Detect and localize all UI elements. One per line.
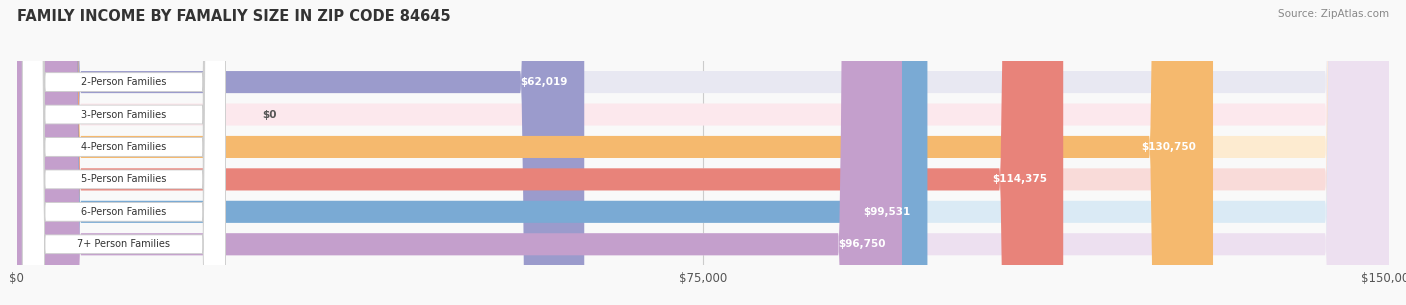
FancyBboxPatch shape — [17, 0, 1389, 305]
Text: 3-Person Families: 3-Person Families — [82, 109, 166, 120]
Text: 4-Person Families: 4-Person Families — [82, 142, 166, 152]
FancyBboxPatch shape — [17, 0, 1389, 305]
FancyBboxPatch shape — [22, 0, 225, 305]
Text: FAMILY INCOME BY FAMALIY SIZE IN ZIP CODE 84645: FAMILY INCOME BY FAMALIY SIZE IN ZIP COD… — [17, 9, 450, 24]
Text: $99,531: $99,531 — [863, 207, 911, 217]
FancyBboxPatch shape — [17, 0, 1213, 305]
FancyBboxPatch shape — [17, 0, 1063, 305]
FancyBboxPatch shape — [22, 0, 225, 305]
FancyBboxPatch shape — [17, 0, 928, 305]
FancyBboxPatch shape — [22, 0, 225, 305]
Text: $130,750: $130,750 — [1142, 142, 1197, 152]
Text: 6-Person Families: 6-Person Families — [82, 207, 166, 217]
Text: $0: $0 — [262, 109, 277, 120]
FancyBboxPatch shape — [17, 0, 585, 305]
Text: $114,375: $114,375 — [991, 174, 1046, 185]
FancyBboxPatch shape — [22, 0, 225, 305]
FancyBboxPatch shape — [17, 0, 1389, 305]
Text: 5-Person Families: 5-Person Families — [82, 174, 166, 185]
FancyBboxPatch shape — [17, 0, 1389, 305]
FancyBboxPatch shape — [17, 0, 903, 305]
FancyBboxPatch shape — [17, 0, 1389, 305]
FancyBboxPatch shape — [17, 0, 1389, 305]
Text: $96,750: $96,750 — [838, 239, 886, 249]
FancyBboxPatch shape — [22, 0, 225, 305]
Text: $62,019: $62,019 — [520, 77, 568, 87]
Text: 7+ Person Families: 7+ Person Families — [77, 239, 170, 249]
Text: Source: ZipAtlas.com: Source: ZipAtlas.com — [1278, 9, 1389, 19]
Text: 2-Person Families: 2-Person Families — [82, 77, 166, 87]
FancyBboxPatch shape — [22, 0, 225, 305]
